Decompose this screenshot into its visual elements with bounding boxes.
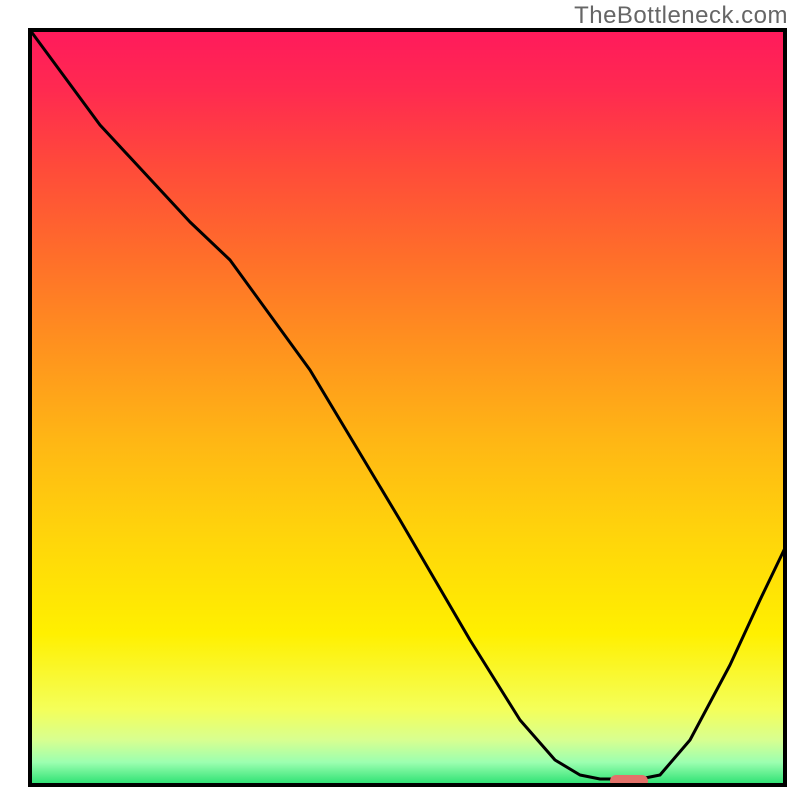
chart-container: TheBottleneck.com: [0, 0, 800, 800]
plot-background: [30, 30, 785, 785]
watermark-text: TheBottleneck.com: [574, 2, 788, 30]
chart-svg: [0, 0, 800, 800]
